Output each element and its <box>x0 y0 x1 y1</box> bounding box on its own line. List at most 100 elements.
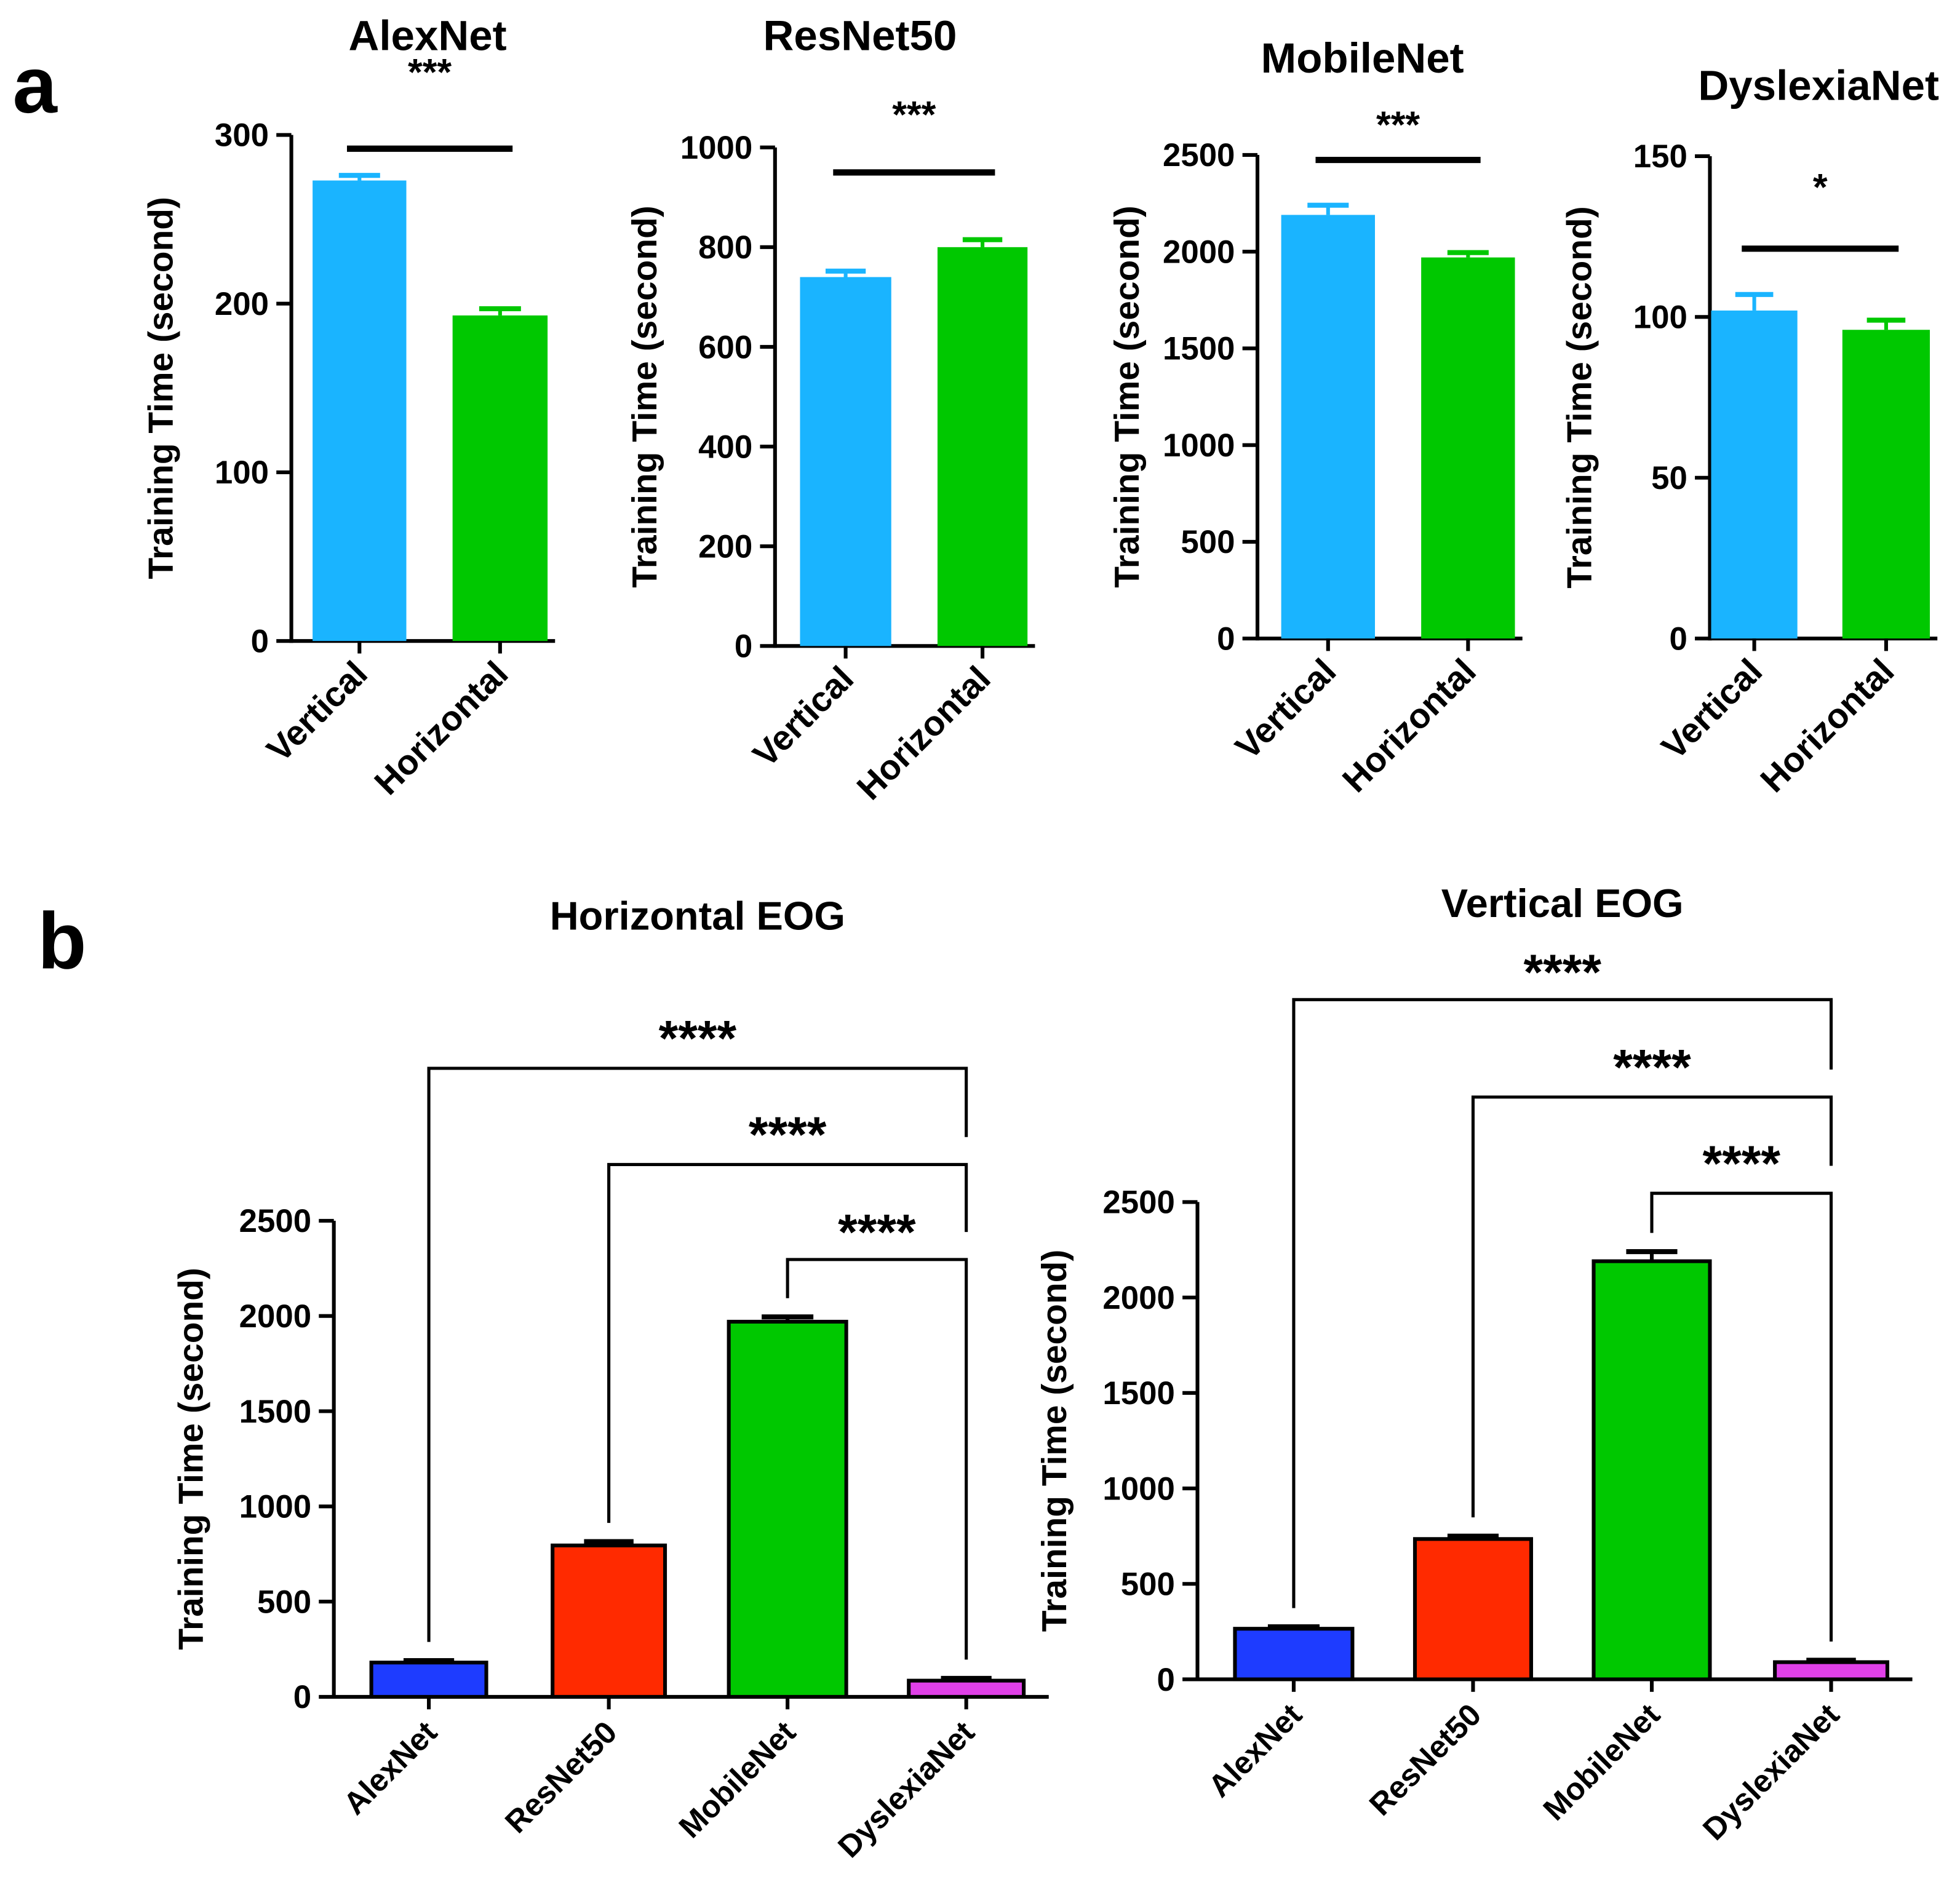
bar-mobilenet <box>727 1319 848 1699</box>
x-tick-label: Vertical <box>1229 652 1344 768</box>
y-axis-label: Training Time (second) <box>1035 1250 1074 1632</box>
bar-horizontal <box>1421 257 1515 639</box>
x-tick-label: ResNet50 <box>498 1714 624 1840</box>
y-tick-label: 1500 <box>1102 1375 1175 1412</box>
x-tick-label: ResNet50 <box>1363 1697 1488 1822</box>
y-axis-label: Training Time (second) <box>142 197 181 579</box>
x-tick-label: MobileNet <box>1536 1697 1667 1827</box>
x-tick-label: AlexNet <box>337 1714 444 1821</box>
y-tick-label: 2500 <box>1163 137 1235 173</box>
y-axis-label: Training Time (second) <box>1108 205 1147 588</box>
significance-bracket <box>1650 1191 1833 1642</box>
significance-stars: **** <box>659 1011 737 1067</box>
significance-stars: *** <box>408 51 452 93</box>
significance-stars: **** <box>1523 945 1601 1001</box>
bar-vertical <box>1711 310 1798 639</box>
chart-title: DyslexiaNet <box>1698 62 1939 109</box>
x-tick-label: Vertical <box>746 659 861 775</box>
chart-dyslexianet: DyslexiaNet 0 50 100 150 Training Time (secon… <box>1560 62 1939 800</box>
y-tick-label: 0 <box>1670 621 1687 657</box>
bar-horizontal <box>452 315 548 641</box>
y-tick-label: 0 <box>251 623 269 659</box>
bar-vertical <box>313 180 407 641</box>
y-tick-label: 0 <box>1157 1662 1175 1698</box>
significance-stars: **** <box>1703 1136 1781 1192</box>
y-tick-label: 500 <box>1181 524 1235 560</box>
bar-dyslexianet <box>907 1678 1026 1699</box>
panel-label-a: a <box>13 40 58 130</box>
significance-bracket <box>427 1066 968 1642</box>
y-tick-label: 100 <box>215 455 269 491</box>
bar-horizontal <box>937 247 1028 646</box>
y-axis-label: Training Time (second) <box>626 205 664 588</box>
significance-stars: **** <box>1613 1039 1691 1095</box>
bar-resnet50 <box>1412 1537 1533 1682</box>
y-tick-label: 0 <box>293 1679 311 1715</box>
bar-alexnet <box>369 1661 488 1699</box>
x-tick-label: Horizontal <box>1336 652 1484 800</box>
y-tick-label: 500 <box>1121 1566 1175 1603</box>
y-tick-label: 2000 <box>1163 234 1235 270</box>
y-tick-label: 200 <box>698 528 752 565</box>
chart-resnet50: ResNet50 0 200 400 600 800 1000 Training Time (… <box>626 11 1035 808</box>
y-tick-label: 100 <box>1633 300 1687 336</box>
y-tick-label: 1000 <box>680 130 753 166</box>
y-tick-label: 2000 <box>239 1298 312 1335</box>
y-tick-label: 0 <box>1217 621 1235 657</box>
x-tick-label: Horizontal <box>367 654 516 803</box>
x-tick-label: Vertical <box>1654 652 1770 768</box>
significance-bracket <box>1471 1095 1833 1518</box>
chart-title: Horizontal EOG <box>550 894 845 939</box>
chart-mobilenet: MobileNet 0 500 1000 1500 2000 2500 Training Ti… <box>1108 34 1523 800</box>
y-tick-label: 1500 <box>239 1394 312 1430</box>
significance-stars: **** <box>838 1205 916 1261</box>
y-tick-label: 2500 <box>239 1203 312 1239</box>
significance-stars: * <box>1813 166 1828 208</box>
panel-label-b: b <box>38 895 86 985</box>
significance-stars: *** <box>892 93 936 135</box>
y-tick-label: 1000 <box>239 1489 312 1525</box>
y-tick-label: 1500 <box>1163 331 1235 367</box>
y-tick-label: 300 <box>215 117 269 154</box>
significance-bracket <box>1292 998 1833 1608</box>
x-tick-label: DyslexiaNet <box>1696 1697 1846 1847</box>
bar-vertical <box>1281 215 1375 639</box>
x-tick-label: DyslexiaNet <box>831 1714 981 1864</box>
bar-horizontal <box>1842 330 1930 639</box>
significance-bracket <box>607 1162 968 1523</box>
y-axis-label: Training Time (second) <box>172 1268 210 1650</box>
significance-stars: **** <box>749 1107 827 1163</box>
y-tick-label: 500 <box>257 1584 311 1620</box>
chart-title: MobileNet <box>1261 34 1464 82</box>
y-tick-label: 200 <box>215 286 269 322</box>
y-tick-label: 2500 <box>1102 1185 1175 1221</box>
y-tick-label: 0 <box>735 629 752 665</box>
y-tick-label: 800 <box>698 229 752 266</box>
y-tick-label: 1000 <box>1163 427 1235 464</box>
chart-title: ResNet50 <box>763 11 957 59</box>
bar-dyslexianet <box>1773 1660 1889 1682</box>
y-tick-label: 150 <box>1633 138 1687 175</box>
chart-vertical-eog: Vertical EOG 0 500 1000 1500 2000 2500 Training… <box>1035 881 1913 1847</box>
y-tick-label: 2000 <box>1102 1280 1175 1316</box>
x-tick-label: AlexNet <box>1201 1697 1309 1804</box>
y-tick-label: 50 <box>1651 460 1687 496</box>
bar-mobilenet <box>1592 1259 1712 1682</box>
chart-title: Vertical EOG <box>1441 881 1684 926</box>
bar-resnet50 <box>551 1543 667 1699</box>
x-tick-label: Horizontal <box>1753 652 1902 800</box>
y-tick-label: 600 <box>698 329 752 365</box>
significance-stars: *** <box>1376 103 1420 145</box>
bar-alexnet <box>1233 1627 1355 1682</box>
y-axis-label: Training Time (second) <box>1560 206 1599 589</box>
x-tick-label: Vertical <box>260 654 375 770</box>
significance-bracket <box>786 1258 968 1660</box>
y-tick-label: 400 <box>698 429 752 465</box>
x-tick-label: Horizontal <box>850 659 998 808</box>
bar-vertical <box>800 277 891 646</box>
chart-horizontal-eog: Horizontal EOG 0 500 1000 1500 2000 2500 Traini… <box>172 894 1049 1864</box>
x-tick-label: MobileNet <box>672 1714 802 1844</box>
chart-title: AlexNet <box>348 11 506 59</box>
chart-alexnet: AlexNet 0 100 200 300 Training Time (second) V… <box>142 11 556 803</box>
